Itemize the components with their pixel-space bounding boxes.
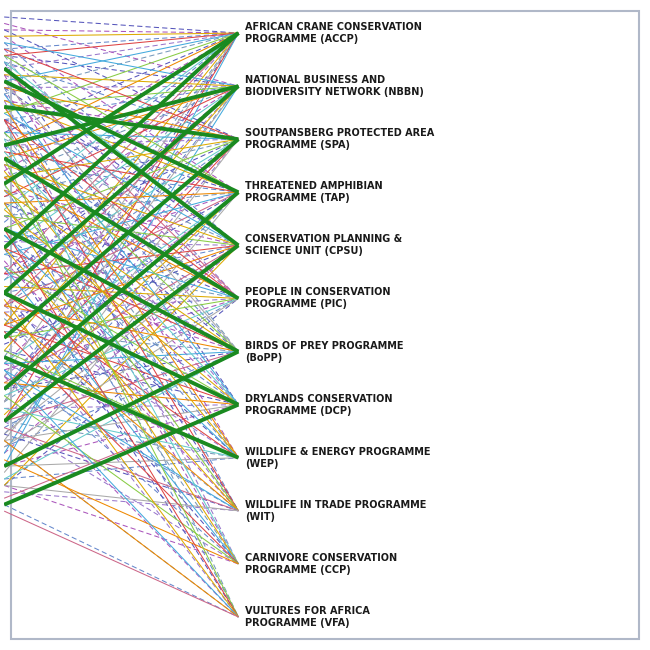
Text: PEOPLE IN CONSERVATION
PROGRAMME (PIC): PEOPLE IN CONSERVATION PROGRAMME (PIC) — [245, 287, 390, 309]
Text: WILDLIFE & ENERGY PROGRAMME
(WEP): WILDLIFE & ENERGY PROGRAMME (WEP) — [245, 447, 430, 469]
Text: WILDLIFE IN TRADE PROGRAMME
(WIT): WILDLIFE IN TRADE PROGRAMME (WIT) — [245, 500, 426, 522]
Text: DRYLANDS CONSERVATION
PROGRAMME (DCP): DRYLANDS CONSERVATION PROGRAMME (DCP) — [245, 394, 393, 415]
Text: CONSERVATION PLANNING &
SCIENCE UNIT (CPSU): CONSERVATION PLANNING & SCIENCE UNIT (CP… — [245, 235, 402, 256]
Text: VULTURES FOR AFRICA
PROGRAMME (VFA): VULTURES FOR AFRICA PROGRAMME (VFA) — [245, 606, 370, 628]
Text: BIRDS OF PREY PROGRAMME
(BoPP): BIRDS OF PREY PROGRAMME (BoPP) — [245, 341, 403, 363]
Text: NATIONAL BUSINESS AND
BIODIVERSITY NETWORK (NBBN): NATIONAL BUSINESS AND BIODIVERSITY NETWO… — [245, 75, 424, 97]
Text: AFRICAN CRANE CONSERVATION
PROGRAMME (ACCP): AFRICAN CRANE CONSERVATION PROGRAMME (AC… — [245, 22, 422, 44]
Text: THREATENED AMPHIBIAN
PROGRAMME (TAP): THREATENED AMPHIBIAN PROGRAMME (TAP) — [245, 181, 382, 203]
Text: CARNIVORE CONSERVATION
PROGRAMME (CCP): CARNIVORE CONSERVATION PROGRAMME (CCP) — [245, 553, 397, 575]
Text: SOUTPANSBERG PROTECTED AREA
PROGRAMME (SPA): SOUTPANSBERG PROTECTED AREA PROGRAMME (S… — [245, 128, 434, 150]
